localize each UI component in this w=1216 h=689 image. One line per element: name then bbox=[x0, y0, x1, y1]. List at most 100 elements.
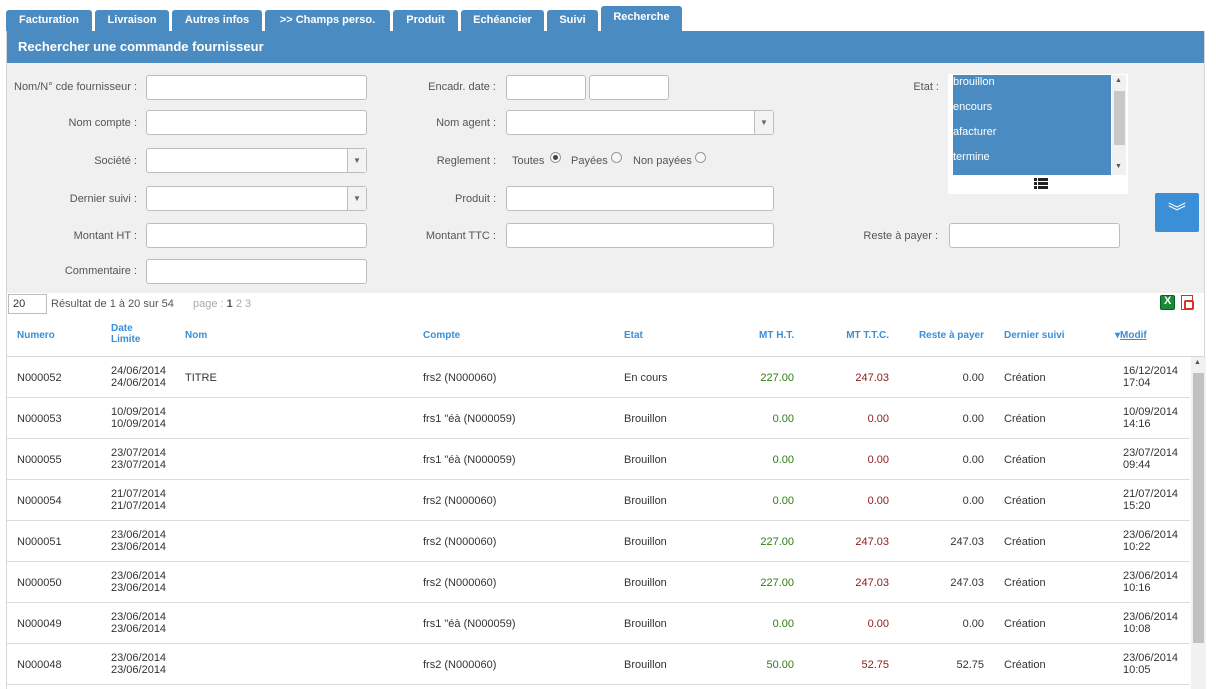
cell-compte: frs1 "éà (N000059) bbox=[423, 618, 516, 630]
cell-suivi: Création bbox=[1004, 413, 1046, 425]
tab-recherche[interactable]: Recherche bbox=[601, 6, 682, 31]
table-scrollbar[interactable]: ▲ bbox=[1191, 357, 1206, 689]
double-chevron-down-icon: ︾ bbox=[1168, 202, 1186, 222]
table-row[interactable]: N000052 24/06/2014 24/06/2014 TITRE frs2 (N0… bbox=[7, 357, 1190, 398]
table-row[interactable]: N000050 23/06/2014 23/06/2014 frs2 (N000060… bbox=[7, 562, 1190, 603]
table-row[interactable]: N000053 10/09/2014 10/09/2014 frs1 "éà (N00… bbox=[7, 398, 1190, 439]
table-row[interactable]: N000051 23/06/2014 23/06/2014 frs2 (N000060… bbox=[7, 521, 1190, 562]
col-reste[interactable]: Reste à payer bbox=[918, 330, 984, 341]
dernier-suivi-select[interactable]: ▼ bbox=[146, 186, 367, 211]
etat-option-termine[interactable]: termine bbox=[953, 151, 990, 163]
produit-input[interactable] bbox=[506, 186, 774, 211]
tab-produit[interactable]: Produit bbox=[393, 10, 458, 31]
reglement-non-payees-label: Non payées bbox=[633, 155, 692, 167]
cell-date-limite-1: 21/07/2014 bbox=[111, 488, 167, 500]
col-numero[interactable]: Numero bbox=[17, 330, 55, 341]
cell-etat: En cours bbox=[624, 372, 668, 384]
tab-champs-perso[interactable]: >> Champs perso. bbox=[265, 10, 390, 31]
reglement-payees-radio[interactable] bbox=[611, 152, 622, 163]
cell-suivi: Création bbox=[1004, 454, 1046, 466]
col-modif[interactable]: ▾Modif bbox=[1115, 330, 1147, 341]
scroll-up-icon[interactable]: ▲ bbox=[1194, 359, 1201, 366]
etat-label: Etat : bbox=[913, 81, 939, 93]
cell-date-limite-2: 23/06/2014 bbox=[111, 582, 167, 594]
scroll-thumb[interactable] bbox=[1193, 373, 1204, 643]
cell-compte: frs2 (N000060) bbox=[423, 372, 497, 384]
etat-option-encours[interactable]: encours bbox=[953, 101, 993, 113]
pagination: page : 1 2 3 bbox=[193, 298, 251, 310]
page-link[interactable]: 2 bbox=[235, 298, 242, 310]
commentaire-input[interactable] bbox=[146, 259, 367, 284]
scroll-up-icon[interactable]: ▲ bbox=[1115, 77, 1122, 84]
dernier-suivi-label: Dernier suivi : bbox=[69, 193, 137, 205]
reglement-non-payees-radio[interactable] bbox=[695, 152, 706, 163]
col-mt-ht[interactable]: MT H.T. bbox=[759, 330, 794, 341]
cell-etat: Brouillon bbox=[624, 618, 667, 630]
date-start-input[interactable] bbox=[506, 75, 586, 100]
cell-date-limite-1: 23/07/2014 bbox=[111, 447, 167, 459]
page-current[interactable]: 1 bbox=[226, 298, 233, 310]
table-row[interactable]: N000048 23/06/2014 23/06/2014 frs2 (N000060… bbox=[7, 644, 1190, 685]
cell-modif-date: 23/06/2014 bbox=[1123, 529, 1179, 541]
tab-echeancier[interactable]: Echéancier bbox=[461, 10, 544, 31]
cell-etat: Brouillon bbox=[624, 577, 667, 589]
col-nom[interactable]: Nom bbox=[185, 330, 208, 341]
cell-date-limite-2: 10/09/2014 bbox=[111, 418, 167, 430]
montant-ht-input[interactable] bbox=[146, 223, 367, 248]
search-form: Nom/N° cde fournisseur : Nom compte : So… bbox=[7, 63, 1204, 293]
col-mt-ttc[interactable]: MT T.T.C. bbox=[846, 330, 889, 341]
col-dernier-suivi[interactable]: Dernier suivi bbox=[1004, 330, 1065, 341]
cell-ttc: 0.00 bbox=[867, 413, 889, 425]
col-date-limite[interactable]: Date Limite bbox=[111, 323, 140, 345]
montant-ttc-label: Montant TTC : bbox=[425, 230, 496, 242]
search-panel: Rechercher une commande fournisseur Nom/… bbox=[6, 31, 1206, 689]
scroll-down-icon[interactable]: ▼ bbox=[1115, 163, 1122, 170]
cell-compte: frs1 "éà (N000059) bbox=[423, 413, 516, 425]
list-icon[interactable] bbox=[1034, 178, 1048, 189]
cell-suivi: Création bbox=[1004, 536, 1046, 548]
nom-input[interactable] bbox=[146, 75, 367, 100]
montant-ttc-input[interactable] bbox=[506, 223, 774, 248]
cell-date-limite-1: 23/06/2014 bbox=[111, 529, 167, 541]
pdf-export-icon[interactable] bbox=[1181, 295, 1194, 310]
etat-scrollbar[interactable]: ▲ ▼ bbox=[1112, 75, 1126, 175]
cell-numero: N000050 bbox=[17, 577, 62, 589]
table-body: N000052 24/06/2014 24/06/2014 TITRE frs2 (N0… bbox=[7, 357, 1190, 689]
col-compte[interactable]: Compte bbox=[423, 330, 461, 341]
page-link[interactable]: 3 bbox=[245, 298, 252, 310]
col-etat[interactable]: Etat bbox=[624, 330, 643, 341]
table-row[interactable]: N000055 23/07/2014 23/07/2014 frs1 "éà (N00… bbox=[7, 439, 1190, 480]
tab-suivi[interactable]: Suivi bbox=[547, 10, 598, 31]
scroll-thumb[interactable] bbox=[1114, 91, 1125, 145]
table-row[interactable]: N000054 21/07/2014 21/07/2014 frs2 (N000060… bbox=[7, 480, 1190, 521]
societe-select[interactable]: ▼ bbox=[146, 148, 367, 173]
nom-compte-input[interactable] bbox=[146, 110, 367, 135]
rows-per-page-input[interactable]: 20 bbox=[8, 294, 47, 314]
etat-multiselect[interactable]: brouillon encours afacturer termine ▲ ▼ bbox=[948, 74, 1128, 194]
table-row[interactable]: N000049 23/06/2014 23/06/2014 frs1 "éà (N00… bbox=[7, 603, 1190, 644]
cell-ttc: 247.03 bbox=[855, 577, 889, 589]
date-end-input[interactable] bbox=[589, 75, 669, 100]
montant-ht-label: Montant HT : bbox=[73, 230, 137, 242]
cell-date-limite: 23/06/2014 23/06/2014 bbox=[111, 611, 166, 635]
etat-option-brouillon[interactable]: brouillon bbox=[953, 76, 995, 88]
cell-compte: frs1 "éà (N000059) bbox=[423, 454, 516, 466]
nom-agent-select[interactable]: ▼ bbox=[506, 110, 774, 135]
cell-ttc: 0.00 bbox=[867, 618, 889, 630]
tab-facturation[interactable]: Facturation bbox=[6, 10, 92, 31]
tab-autres-infos[interactable]: Autres infos bbox=[172, 10, 262, 31]
cell-suivi: Création bbox=[1004, 659, 1046, 671]
cell-reste: 0.00 bbox=[962, 413, 984, 425]
cell-etat: Brouillon bbox=[624, 495, 667, 507]
cell-numero: N000054 bbox=[17, 495, 62, 507]
col-modif-label: Modif bbox=[1120, 330, 1147, 341]
expand-search-button[interactable]: ︾ bbox=[1155, 193, 1199, 232]
cell-modif: 23/06/2014 10:16 bbox=[1123, 570, 1178, 594]
cell-ht: 227.00 bbox=[760, 577, 794, 589]
etat-option-afacturer[interactable]: afacturer bbox=[953, 126, 997, 138]
tab-livraison[interactable]: Livraison bbox=[95, 10, 169, 31]
excel-export-icon[interactable] bbox=[1160, 295, 1175, 310]
reglement-toutes-radio[interactable] bbox=[550, 152, 561, 163]
cell-ttc: 247.03 bbox=[855, 372, 889, 384]
reste-input[interactable] bbox=[949, 223, 1120, 248]
